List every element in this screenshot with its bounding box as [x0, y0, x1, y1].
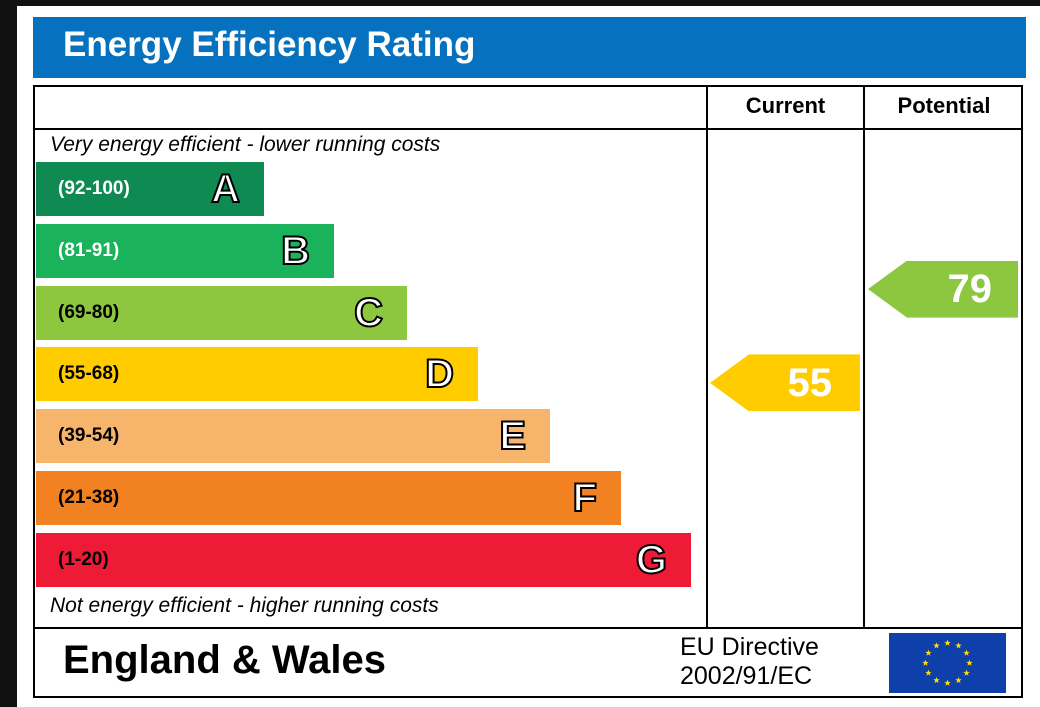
flag-star [925, 669, 932, 676]
band-d: (55-68) D [36, 347, 478, 402]
band-range-label: (92-100) [58, 178, 130, 199]
chart-title: Energy Efficiency Rating [63, 25, 476, 64]
band-range-label: (55-68) [58, 363, 120, 385]
column-header-potential: Potential [897, 93, 991, 118]
band-range-label: (81-91) [58, 239, 120, 261]
flag-star [963, 649, 970, 656]
arrow-shape [868, 260, 1018, 318]
band-g: (1-20) G [36, 532, 691, 587]
band-letter-label: D [424, 352, 455, 397]
title-banner: Energy Efficiency Rating [33, 17, 1026, 78]
caption-inefficient: Not energy efficient - higher running co… [50, 594, 439, 617]
flag-star [955, 642, 962, 649]
rating-table-frame [33, 85, 1023, 698]
flag-star [925, 649, 932, 656]
band-range-label: (39-54) [58, 425, 120, 447]
flag-star [933, 642, 940, 649]
band-c: (69-80) C [36, 285, 407, 340]
arrow-shape [710, 354, 860, 412]
band-letter-label: A [210, 167, 241, 211]
flag-star [963, 669, 970, 676]
arrow-value: 79 [947, 267, 993, 312]
band-f: (21-38) F [36, 471, 621, 525]
flag-star [922, 659, 929, 666]
column-header-current: Current [745, 93, 826, 118]
band-letter-label: C [353, 290, 384, 335]
region-label: England & Wales [63, 638, 387, 682]
directive-label: EU Directive 2002/91/EC [680, 633, 819, 691]
footer-row-divider [33, 627, 1023, 629]
flag-star [944, 639, 951, 646]
directive-line-1: EU Directive [680, 633, 819, 661]
current-column-divider [706, 85, 708, 629]
arrow-value: 55 [787, 360, 833, 405]
header-row-divider [33, 128, 1023, 130]
band-letter-label: B [280, 228, 311, 273]
band-range-label: (69-80) [58, 301, 120, 323]
band-b: (81-91) B [36, 223, 334, 278]
band-e: (39-54) E [36, 409, 550, 464]
directive-line-2: 2002/91/EC [680, 662, 813, 690]
arrow-current: 55 [710, 354, 860, 412]
band-range-label: (21-38) [58, 487, 120, 508]
band-letter-label: G [635, 537, 668, 582]
potential-column-divider [863, 85, 865, 629]
flag-star [944, 679, 951, 686]
band-letter-label: F [572, 476, 598, 520]
arrow-potential: 79 [868, 260, 1018, 318]
band-a: (92-100) A [36, 162, 264, 216]
band-range-label: (1-20) [58, 548, 109, 570]
eu-flag-icon [889, 633, 1006, 693]
band-letter-label: E [498, 414, 527, 459]
flag-star [955, 676, 962, 684]
flag-star [933, 676, 940, 684]
flag-star [966, 659, 973, 666]
caption-efficient: Very energy efficient - lower running co… [50, 133, 441, 156]
